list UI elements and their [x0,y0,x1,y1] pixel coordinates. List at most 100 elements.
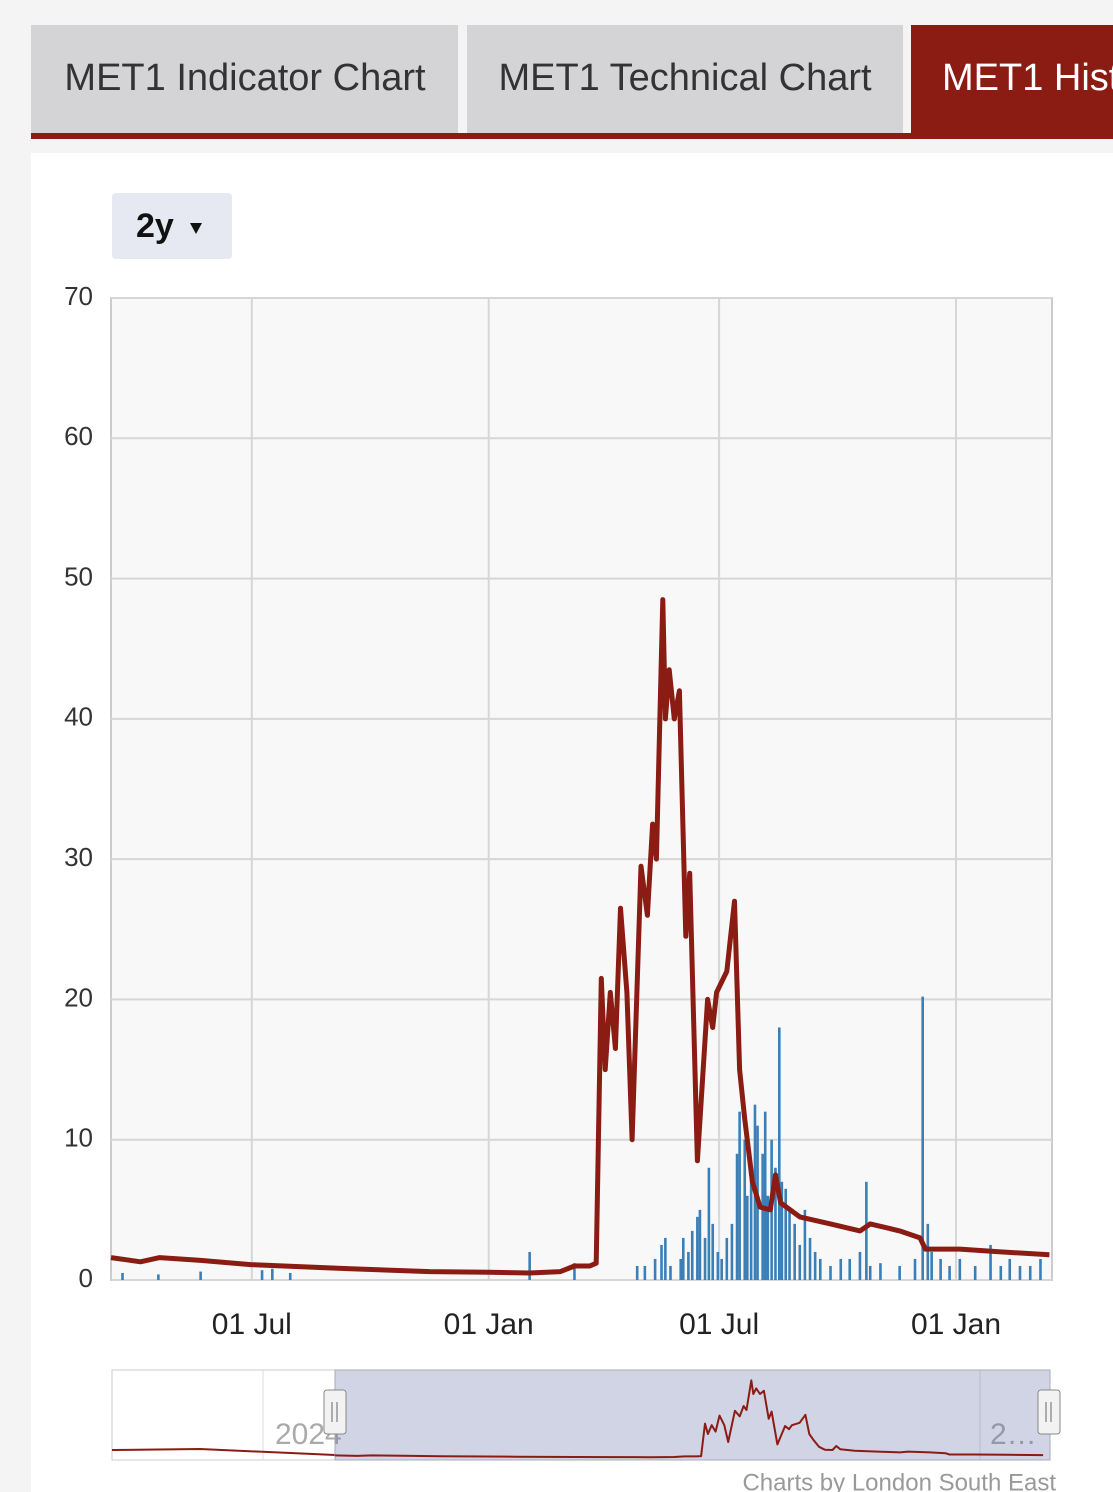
volume-bar [121,1272,124,1280]
volume-bar [763,1111,767,1280]
volume-bar [716,1251,720,1280]
volume-bar [1039,1258,1042,1280]
x-tick-label: 01 Jul [212,1308,292,1341]
tab[interactable] [31,25,458,133]
volume-bar [761,1153,764,1280]
volume-bar [788,1209,791,1280]
volume-bar [157,1274,160,1280]
x-tick-label: 01 Jul [679,1308,759,1341]
volume-bar [730,1223,734,1280]
tab-active[interactable] [911,25,1113,133]
volume-bar [898,1265,901,1280]
grid [111,297,1052,1281]
volume-bar [926,1223,930,1280]
volume-bar [696,1216,699,1280]
volume-bar [690,1230,694,1280]
volume-bar [958,1258,962,1280]
volume-bar [989,1244,992,1280]
volume-bar [798,1244,802,1280]
volume-bar [868,1265,872,1280]
volume-bar [939,1258,942,1280]
x-tick-label: 01 Jan [911,1308,1001,1341]
volume-bar [679,1258,683,1280]
tab-label: MET1 Hist [942,57,1113,99]
y-tick-label: 30 [64,842,93,872]
volume-bar [921,996,924,1280]
volume-bar [703,1237,707,1280]
volume-bar [745,1195,749,1280]
volume-bar [930,1251,933,1280]
y-tick-label: 40 [64,702,93,732]
volume-bar [829,1265,832,1280]
y-tick-label: 10 [64,1123,93,1153]
volume-bar [793,1223,796,1280]
volume-bar [664,1237,667,1280]
volume-bar [839,1258,843,1280]
volume-bar [698,1209,702,1280]
volume-bar [813,1251,817,1280]
volume-bar [528,1251,531,1280]
volume-bar [1008,1258,1012,1280]
volume-bar [784,1188,788,1280]
volume-bar [653,1258,657,1280]
navigator-history-line [111,1447,336,1456]
volume-bar [766,1195,770,1280]
volume-bar [1028,1265,1032,1280]
volume-bar [720,1258,723,1280]
navigator [111,1369,1051,1461]
volume-bar [271,1268,274,1280]
tab[interactable] [467,25,903,133]
volume-bar [288,1272,292,1280]
handle-grip [1045,1402,1052,1422]
volume-bar [879,1263,882,1280]
volume-bar [749,1167,753,1280]
volume-bar [199,1271,202,1280]
volume-bar [635,1265,639,1280]
handle-grip [331,1402,338,1422]
volume-bar [725,1237,729,1280]
tab-label: MET1 Indicator Chart [64,57,426,99]
range-label: 2y [136,207,174,245]
volume-bar [973,1265,977,1280]
volume-bar [948,1265,951,1280]
volume-bar [260,1270,264,1280]
volume-bar [743,1139,747,1280]
volume-bar [1018,1265,1022,1280]
volume-bar [707,1167,711,1280]
volume-bar [858,1251,862,1280]
volume-bar [687,1251,690,1280]
volume-bar [738,1111,741,1280]
footer-credit: Charts by London South East [742,1469,1056,1492]
x-tick-label: 01 Jan [444,1308,534,1341]
range-button[interactable] [112,193,232,259]
navigator-label: 2… [990,1418,1037,1451]
y-tick-label: 50 [64,561,93,591]
tab-underline [31,133,1113,139]
volume-bar [711,1223,715,1280]
volume-bar [913,1258,917,1280]
volume-bar [803,1209,807,1280]
volume-bar [643,1265,647,1280]
navigator-window[interactable] [334,1369,1051,1461]
navigator-handle[interactable] [323,1389,347,1435]
y-tick-label: 20 [64,982,93,1012]
price-line [334,1379,1044,1459]
volume-bar [818,1258,822,1280]
volume-bar [660,1244,663,1280]
volume-bar [865,1181,868,1280]
y-tick-label: 70 [64,281,93,311]
volume-bar [778,1027,781,1280]
volume-bar [848,1258,852,1280]
volume-bar [999,1265,1003,1280]
price-line [110,597,1050,1276]
y-tick-label: 0 [79,1263,93,1293]
navigator-handle[interactable] [1037,1389,1061,1435]
volume-bar [808,1237,812,1280]
tab-label: MET1 Technical Chart [498,57,872,99]
volume-bar [573,1263,576,1280]
volume-bar [780,1181,784,1280]
volume-bar [681,1237,685,1280]
plot-area [110,297,1053,1281]
